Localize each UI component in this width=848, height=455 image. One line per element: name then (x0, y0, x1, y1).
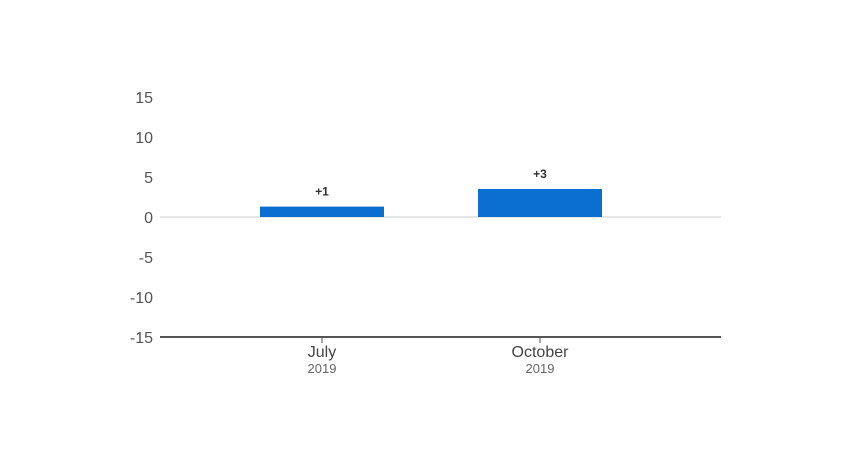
data-label: +3 (533, 167, 547, 181)
x-tick-sublabel: 2019 (526, 361, 555, 376)
y-tick-label: -10 (130, 290, 153, 307)
data-label: +1 (315, 185, 329, 199)
y-tick-label: 0 (144, 210, 153, 227)
x-tick-sublabel: 2019 (308, 361, 337, 376)
bars-group (260, 189, 602, 217)
y-tick-label: 5 (144, 170, 153, 187)
data-labels-group: +1 +3 (315, 167, 547, 199)
y-axis-ticks: 15 10 5 0 -5 -10 -15 (130, 90, 153, 347)
bar-october (478, 189, 602, 217)
y-tick-label: 15 (135, 90, 153, 107)
y-tick-label: 10 (135, 130, 153, 147)
y-tick-label: -15 (130, 330, 153, 347)
bar-july (260, 206, 384, 217)
x-tick-label: October (512, 344, 570, 361)
y-tick-label: -5 (139, 250, 153, 267)
x-tick-label: July (308, 344, 336, 361)
